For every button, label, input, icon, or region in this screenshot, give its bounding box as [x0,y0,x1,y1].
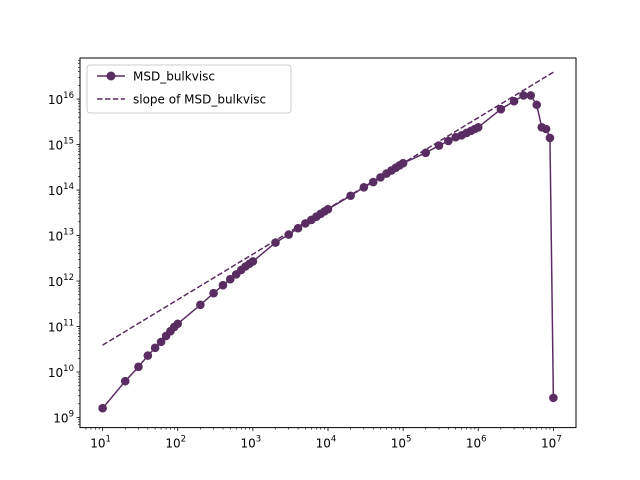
data-point [421,148,431,158]
data-point [284,230,294,239]
data-point [444,136,453,146]
x-tick-label: 106 [466,435,487,451]
data-point [218,280,228,290]
ticks-layer: 101 102 103 104 105 106 107 109 1010 1011 1012 1013… [48,60,562,451]
data-point [209,288,218,298]
legend-label-msd: MSD_bulkvisc [133,70,215,84]
x-tick-label: 105 [391,435,412,451]
data-point [509,96,519,106]
y-tick-label: 1012 [48,273,74,289]
data-point [98,403,107,413]
plot-area [98,71,558,413]
y-tick-label: 1016 [48,91,74,107]
data-point [143,351,153,360]
data-point [519,91,528,100]
data-point [473,122,483,132]
legend-label-slope: slope of MSD_bulkvisc [133,93,266,107]
x-tick-label: 101 [90,435,111,451]
data-point [150,343,160,353]
data-point [532,100,542,110]
y-tick-label: 1014 [48,182,74,198]
y-tick-label: 1010 [48,364,74,380]
legend: MSD_bulkvisc slope of MSD_bulkvisc [86,64,292,114]
x-tick-label: 103 [241,435,262,451]
data-point [225,274,235,284]
y-tick-label: 1015 [48,137,74,153]
y-tick-label: 1013 [48,228,74,244]
y-tick-label: 109 [53,410,74,426]
data-point [134,362,143,372]
series-layer [98,71,558,413]
data-point [248,257,258,266]
data-point [496,104,506,114]
slope-series-line [102,71,554,346]
data-point [541,124,551,134]
data-point [549,393,558,403]
x-tick-label: 102 [165,435,186,451]
data-point [173,319,183,329]
data-point [526,91,536,100]
legend-marker-msd [106,71,116,81]
data-point [156,337,166,347]
data-point [196,300,205,310]
x-tick-label: 104 [316,435,337,451]
legend-box [86,64,292,114]
data-point [545,133,555,143]
data-point [120,376,130,386]
x-tick-label: 107 [541,435,562,451]
data-point [271,238,280,247]
y-tick-label: 1011 [48,319,74,335]
